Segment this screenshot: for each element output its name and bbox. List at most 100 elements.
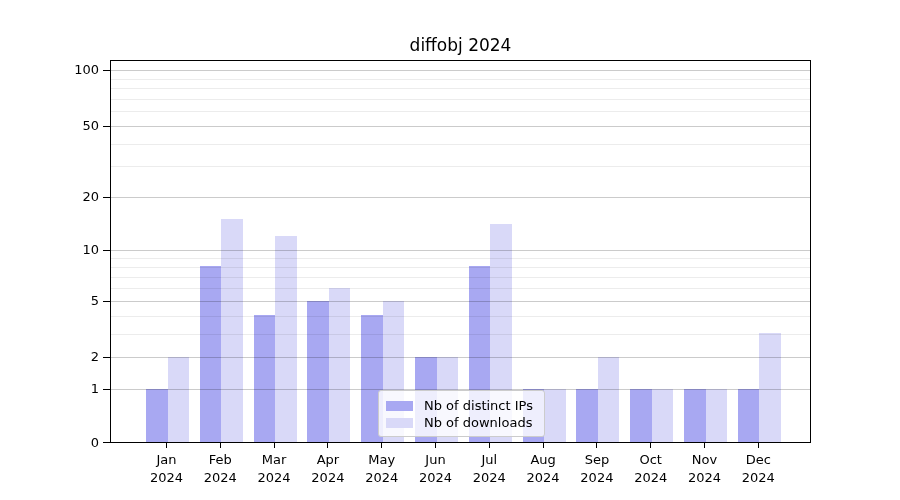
legend-label-downloads: Nb of downloads <box>424 414 532 431</box>
x-label-year: 2024 <box>567 469 627 487</box>
x-label-month: Apr <box>298 451 358 469</box>
x-tick-label-dec: Dec2024 <box>728 451 788 487</box>
x-tick-label-apr: Apr2024 <box>298 451 358 487</box>
y-tick-10 <box>103 250 110 251</box>
gridline-major-10 <box>111 250 810 251</box>
x-tick-label-jan: Jan2024 <box>137 451 197 487</box>
x-tick-nov <box>704 443 705 448</box>
gridline-major-50 <box>111 126 810 127</box>
x-label-year: 2024 <box>459 469 519 487</box>
x-label-month: Oct <box>621 451 681 469</box>
x-tick-jun <box>435 443 436 448</box>
legend-swatch-distinct-ips <box>386 401 413 411</box>
x-tick-jan <box>166 443 167 448</box>
x-tick-label-aug: Aug2024 <box>513 451 573 487</box>
y-tick-label-5: 5 <box>55 293 99 309</box>
bar-distinct-ips-mar <box>254 315 276 442</box>
y-tick-0 <box>103 442 110 443</box>
bar-distinct-ips-sep <box>576 389 598 443</box>
x-label-year: 2024 <box>675 469 735 487</box>
gridline-minor-90 <box>111 79 810 80</box>
x-label-month: Jun <box>406 451 466 469</box>
x-label-year: 2024 <box>513 469 573 487</box>
bar-distinct-ips-oct <box>630 389 652 443</box>
x-label-month: Mar <box>244 451 304 469</box>
x-tick-sep <box>596 443 597 448</box>
x-tick-aug <box>543 443 544 448</box>
x-tick-apr <box>327 443 328 448</box>
y-tick-1 <box>103 389 110 390</box>
x-tick-jul <box>489 443 490 448</box>
x-tick-label-oct: Oct2024 <box>621 451 681 487</box>
x-tick-may <box>381 443 382 448</box>
bar-downloads-oct <box>652 389 674 443</box>
y-tick-50 <box>103 126 110 127</box>
x-label-month: Dec <box>728 451 788 469</box>
y-tick-label-20: 20 <box>55 189 99 205</box>
x-tick-label-sep: Sep2024 <box>567 451 627 487</box>
x-label-year: 2024 <box>406 469 466 487</box>
x-label-month: Jan <box>137 451 197 469</box>
chart: diffobj 2024 0125102050100Jan2024Feb2024… <box>0 0 900 500</box>
x-label-month: Feb <box>190 451 250 469</box>
bar-distinct-ips-apr <box>307 301 329 443</box>
bar-downloads-dec <box>759 333 781 442</box>
x-label-month: Aug <box>513 451 573 469</box>
x-tick-label-mar: Mar2024 <box>244 451 304 487</box>
x-label-year: 2024 <box>137 469 197 487</box>
x-label-month: Nov <box>675 451 735 469</box>
y-tick-label-0: 0 <box>55 435 99 451</box>
gridline-minor-40 <box>111 144 810 145</box>
x-tick-label-feb: Feb2024 <box>190 451 250 487</box>
legend-item-distinct-ips: Nb of distinct IPs <box>386 397 544 414</box>
x-tick-feb <box>220 443 221 448</box>
x-label-year: 2024 <box>298 469 358 487</box>
legend-item-downloads: Nb of downloads <box>386 414 544 431</box>
x-label-month: Sep <box>567 451 627 469</box>
x-label-year: 2024 <box>728 469 788 487</box>
bar-downloads-jan <box>168 357 190 443</box>
legend: Nb of distinct IPs Nb of downloads <box>378 390 545 437</box>
y-tick-label-10: 10 <box>55 242 99 258</box>
x-label-year: 2024 <box>352 469 412 487</box>
x-label-month: Jul <box>459 451 519 469</box>
bar-downloads-mar <box>275 236 297 442</box>
y-tick-label-2: 2 <box>55 349 99 365</box>
legend-swatch-downloads <box>386 418 413 428</box>
y-tick-label-100: 100 <box>55 62 99 78</box>
x-label-month: May <box>352 451 412 469</box>
gridline-minor-80 <box>111 88 810 89</box>
x-tick-oct <box>650 443 651 448</box>
y-tick-20 <box>103 197 110 198</box>
gridline-minor-9 <box>111 258 810 259</box>
bar-downloads-nov <box>706 389 728 443</box>
legend-label-distinct-ips: Nb of distinct IPs <box>424 397 533 414</box>
bar-distinct-ips-jan <box>146 389 168 443</box>
x-tick-dec <box>758 443 759 448</box>
plot-area <box>110 60 811 443</box>
bar-downloads-aug <box>544 389 566 443</box>
bar-downloads-sep <box>598 357 620 443</box>
bar-downloads-apr <box>329 288 351 443</box>
gridline-minor-60 <box>111 111 810 112</box>
y-tick-label-1: 1 <box>55 381 99 397</box>
bar-distinct-ips-feb <box>200 266 222 442</box>
x-label-year: 2024 <box>244 469 304 487</box>
y-tick-5 <box>103 301 110 302</box>
x-label-year: 2024 <box>621 469 681 487</box>
gridline-minor-30 <box>111 166 810 167</box>
x-tick-mar <box>274 443 275 448</box>
gridline-major-20 <box>111 197 810 198</box>
bar-distinct-ips-dec <box>738 389 760 443</box>
x-tick-label-may: May2024 <box>352 451 412 487</box>
x-label-year: 2024 <box>190 469 250 487</box>
x-tick-label-nov: Nov2024 <box>675 451 735 487</box>
x-tick-label-jun: Jun2024 <box>406 451 466 487</box>
x-tick-label-jul: Jul2024 <box>459 451 519 487</box>
gridline-major-100 <box>111 70 810 71</box>
bar-distinct-ips-nov <box>684 389 706 443</box>
y-tick-2 <box>103 357 110 358</box>
bar-downloads-feb <box>221 219 243 442</box>
y-tick-100 <box>103 70 110 71</box>
chart-title: diffobj 2024 <box>110 34 811 58</box>
